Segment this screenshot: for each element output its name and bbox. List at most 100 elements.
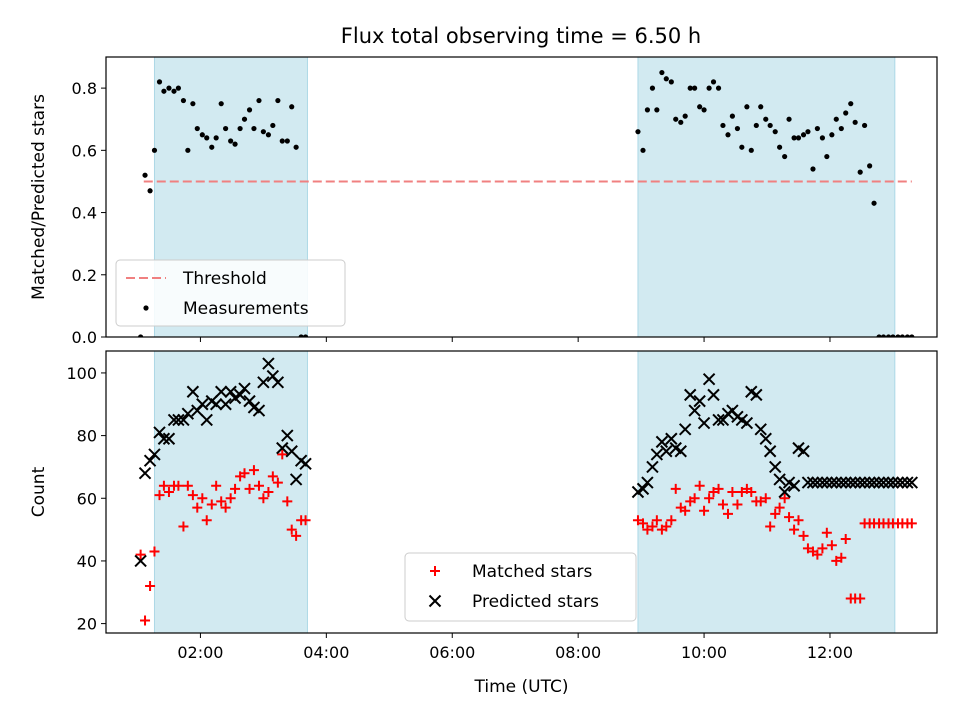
data-point: [852, 119, 858, 125]
data-point: [812, 549, 823, 560]
x-tick-label: 08:00: [555, 643, 601, 662]
observing-window-band: [154, 351, 308, 633]
data-point: [772, 129, 778, 135]
data-point: [142, 172, 148, 178]
x-tick-label: 10:00: [681, 643, 727, 662]
data-point: [725, 132, 731, 138]
data-point: [252, 404, 266, 417]
data-point: [251, 125, 257, 132]
data-point: [138, 466, 152, 480]
data-point: [801, 476, 815, 489]
data-point: [225, 493, 236, 504]
data-point: [194, 125, 200, 132]
plot-area: [134, 351, 919, 633]
data-point: [909, 334, 915, 337]
legend: Matched stars Predicted stars: [404, 552, 637, 622]
data-point: [824, 153, 830, 160]
data-point: [704, 493, 715, 504]
data-point: [220, 502, 231, 513]
data-point: [814, 125, 820, 132]
data-point: [786, 116, 792, 122]
data-point: [836, 552, 847, 563]
data-point: [153, 426, 166, 439]
data-point: [753, 122, 759, 129]
data-point: [299, 457, 312, 471]
data-point: [158, 480, 169, 491]
data-point: [216, 496, 227, 507]
data-point: [298, 334, 304, 337]
data-point: [831, 555, 842, 566]
data-point: [218, 101, 224, 107]
data-point: [638, 518, 649, 529]
data-point: [844, 476, 857, 489]
data-point: [201, 515, 212, 526]
data-point: [729, 113, 735, 119]
data-point: [180, 97, 187, 104]
data-point: [666, 515, 677, 526]
data-point: [810, 166, 816, 172]
data-point: [665, 432, 678, 445]
y-tick-label: 40: [77, 552, 97, 571]
data-point: [713, 483, 724, 494]
data-point: [673, 116, 679, 122]
data-point: [755, 496, 766, 507]
data-point: [744, 104, 750, 110]
legend-label: Predicted stars: [472, 592, 599, 612]
data-point: [244, 483, 255, 494]
data-point: [209, 144, 215, 150]
data-point: [693, 394, 706, 408]
count-panel: 20 40 60 80 100 02:00 04:00 06:00 08:00 10:00 12:0…: [29, 350, 938, 697]
data-point: [230, 483, 241, 494]
data-point: [848, 476, 862, 489]
data-point: [750, 388, 763, 402]
y-tick-label: 100: [66, 364, 97, 383]
data-point: [140, 615, 151, 626]
data-point: [293, 144, 299, 150]
data-point: [156, 79, 163, 85]
data-point: [694, 480, 705, 491]
data-point: [649, 85, 656, 91]
data-point: [149, 546, 160, 557]
data-point: [876, 334, 882, 337]
data-point: [654, 107, 660, 113]
data-point: [678, 119, 684, 125]
x-tick-label: 06:00: [429, 643, 475, 662]
data-point: [720, 122, 726, 129]
data-point: [886, 476, 900, 489]
ratio-panel: 0.0 0.2 0.4 0.6 0.8 Matched/Predicted stars Th…: [29, 56, 938, 347]
data-point: [817, 543, 828, 554]
data-point: [727, 487, 738, 497]
data-point: [840, 534, 851, 544]
data-point: [773, 473, 786, 486]
data-point: [199, 132, 205, 138]
data-point: [736, 487, 747, 497]
data-point: [739, 144, 745, 150]
data-point: [232, 141, 238, 147]
legend-swatch: [428, 594, 442, 608]
data-point: [877, 476, 890, 489]
data-point: [885, 334, 892, 337]
data-point: [239, 468, 250, 479]
data-point: [281, 429, 294, 442]
data-point: [668, 79, 674, 85]
data-point: [706, 85, 712, 91]
data-point: [178, 521, 189, 532]
data-point: [640, 147, 646, 153]
data-point: [833, 116, 839, 122]
legend-box: [404, 552, 637, 622]
data-point: [821, 527, 832, 538]
data-point: [797, 445, 810, 458]
data-point: [862, 122, 868, 129]
data-point: [263, 487, 274, 497]
data-point: [880, 334, 887, 337]
data-point: [138, 334, 144, 337]
data-point: [904, 334, 911, 337]
observing-window-band: [637, 351, 895, 633]
data-point: [855, 593, 866, 604]
data-point: [243, 394, 256, 408]
data-point: [300, 515, 311, 526]
data-point: [891, 476, 905, 489]
data-point: [663, 76, 669, 82]
data-point: [157, 432, 171, 445]
data-point: [228, 138, 234, 144]
